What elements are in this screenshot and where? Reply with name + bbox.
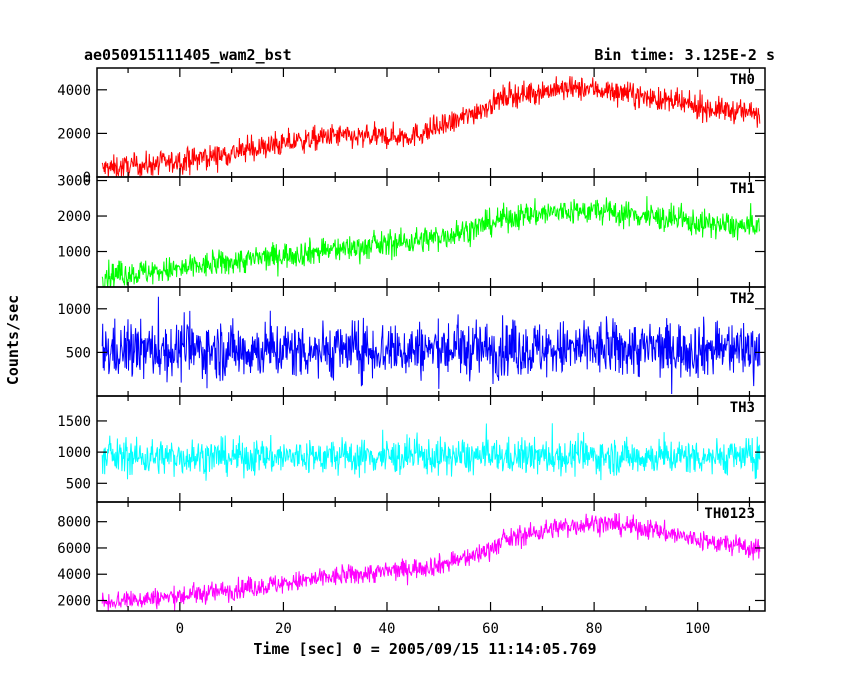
- y-tick-label: 2000: [57, 209, 91, 225]
- x-ticks: [127, 177, 751, 287]
- y-tick-label: 500: [66, 476, 91, 492]
- x-ticks: [127, 396, 751, 502]
- panel-label: TH2: [730, 291, 755, 307]
- y-tick-label: 3000: [57, 174, 91, 190]
- y-ticks: 2000 4000 6000 8000: [57, 515, 765, 609]
- y-tick-label: 8000: [57, 515, 91, 531]
- series-line-th3: [101, 423, 761, 481]
- y-tick-label: 4000: [57, 567, 91, 583]
- panel-label: TH0123: [704, 506, 755, 522]
- x-tick-label: 100: [685, 621, 710, 637]
- y-ticks: 500 1000: [57, 302, 765, 361]
- x-tick-label: 40: [379, 621, 396, 637]
- panel-th0123: 2000 4000 6000 8000 TH0123: [57, 501, 766, 612]
- panel-th3: 500 1000 1500 TH3: [57, 395, 766, 503]
- y-tick-label: 2000: [57, 593, 91, 609]
- panel-th2: 500 1000 TH2: [57, 286, 766, 397]
- panel-label: TH0: [730, 72, 755, 88]
- panel-th1: 1000 2000 3000 TH1: [57, 174, 766, 288]
- y-tick-label: 1500: [57, 414, 91, 430]
- chart-title: ae050915111405_wam2_bst: [84, 46, 292, 64]
- series-line-th0123: [101, 512, 761, 611]
- y-ticks: 500 1000 1500: [57, 414, 765, 492]
- x-tick-labels: 0 20 40 60 80 100: [176, 621, 711, 637]
- bin-time-label: Bin time: 3.125E-2 s: [594, 46, 775, 64]
- x-ticks: [127, 68, 751, 177]
- panel-label: TH3: [730, 400, 755, 416]
- y-axis-label: Counts/sec: [4, 295, 22, 385]
- series-line-th0: [101, 76, 761, 177]
- x-tick-label: 0: [176, 621, 184, 637]
- y-tick-label: 1000: [57, 302, 91, 318]
- panel-label: TH1: [730, 181, 755, 197]
- x-tick-label: 20: [275, 621, 292, 637]
- panel-frame: [96, 501, 766, 612]
- x-tick-label: 60: [482, 621, 499, 637]
- y-tick-label: 2000: [57, 126, 91, 142]
- y-tick-label: 1000: [57, 445, 91, 461]
- y-tick-label: 0: [83, 170, 91, 186]
- x-tick-label: 80: [586, 621, 603, 637]
- x-axis-label: Time [sec] 0 = 2005/09/15 11:14:05.769: [253, 640, 596, 658]
- series-line-th1: [101, 196, 761, 287]
- y-tick-label: 500: [66, 345, 91, 361]
- x-ticks: [127, 502, 751, 611]
- y-tick-label: 6000: [57, 541, 91, 557]
- series-line-th2: [101, 296, 761, 395]
- x-ticks: [127, 287, 751, 396]
- y-tick-label: 1000: [57, 245, 91, 261]
- y-tick-label: 4000: [57, 83, 91, 99]
- y-ticks: 1000 2000 3000: [57, 174, 765, 261]
- panel-th0: 0 2000 4000 TH0: [57, 67, 766, 186]
